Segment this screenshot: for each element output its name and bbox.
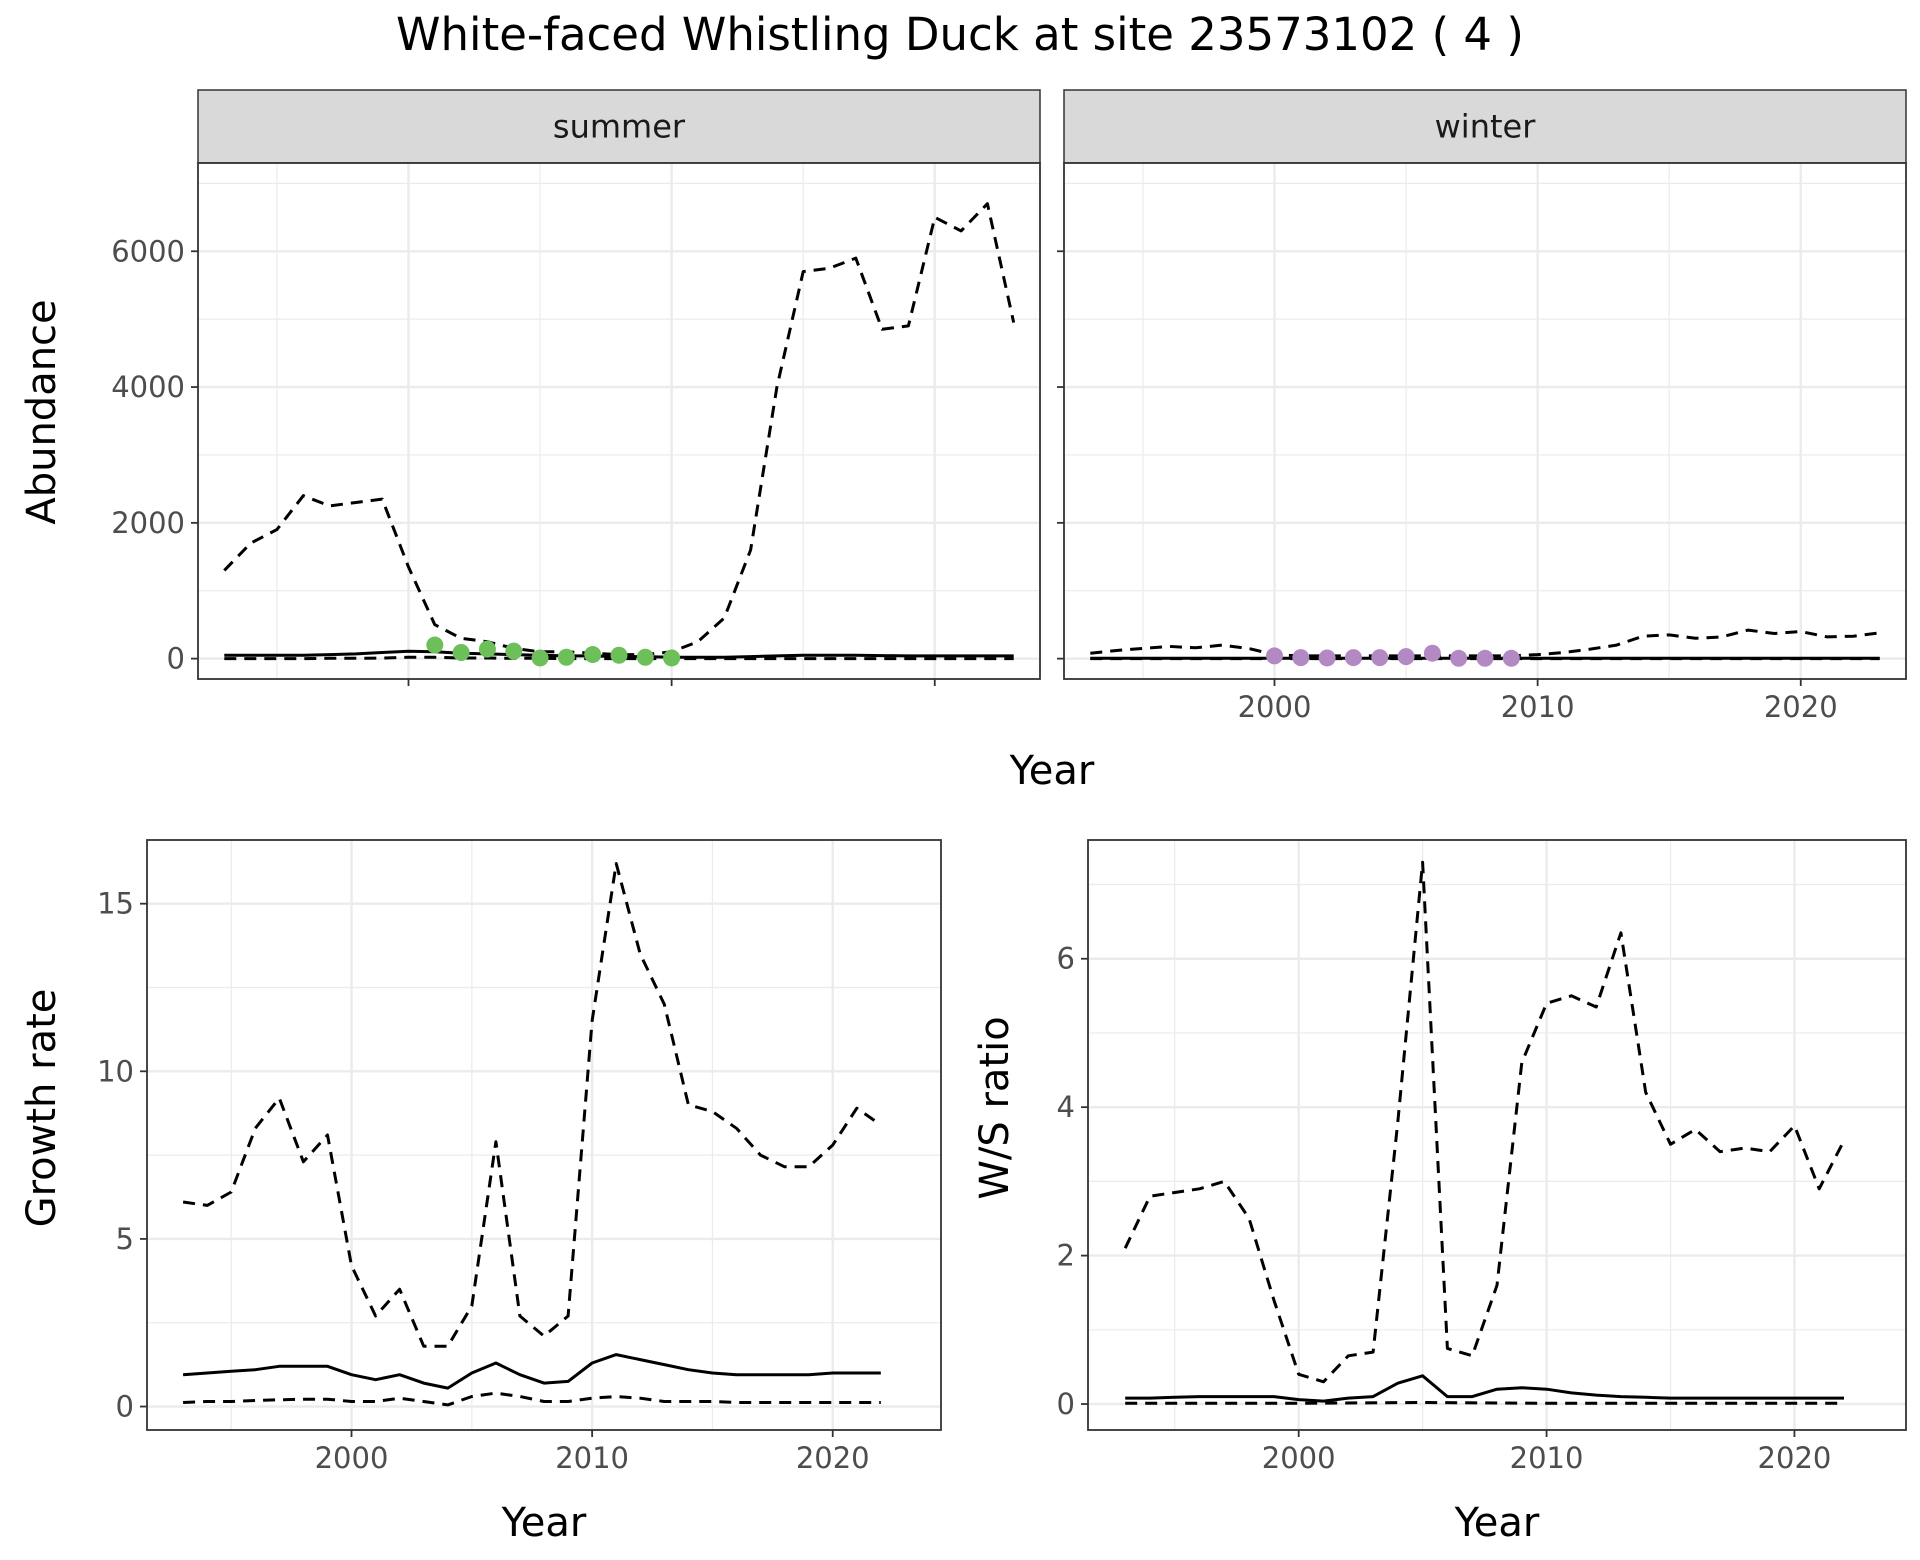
abundance-summer-y-tick-label: 2000: [111, 506, 185, 540]
growth-rate-y-tick-label: 0: [116, 1390, 134, 1424]
abundance-summer-data-point: [636, 648, 654, 666]
figure-title: White-faced Whistling Duck at site 23573…: [396, 8, 1524, 61]
abundance-summer-data-point: [557, 648, 575, 666]
ws-ratio-panel-border: [1087, 839, 1907, 1431]
ws-ratio-x-axis-title: Year: [1454, 1500, 1540, 1546]
abundance-winter-data-point: [1450, 649, 1468, 667]
abundance-winter-strip-label: winter: [1435, 108, 1537, 146]
abundance-summer-data-point: [505, 642, 523, 660]
abundance-winter-data-point: [1397, 648, 1415, 666]
abundance-winter-panel: winter 2000 2010 2020: [1057, 89, 1907, 724]
growth-rate-y-tick-label: 10: [97, 1054, 134, 1088]
abundance-winter-data-point: [1318, 649, 1336, 667]
abundance-winter-data-point: [1476, 649, 1494, 667]
abundance-summer-data-point: [584, 646, 602, 664]
ws-ratio-y-tick-label: 4: [1057, 1090, 1075, 1124]
growth-rate-y-tick-label: 5: [116, 1222, 134, 1256]
ws-ratio-x-tick-label: 2020: [1758, 1441, 1832, 1475]
abundance-winter-x-tick-label: 2000: [1238, 690, 1312, 724]
abundance-winter-data-point: [1344, 649, 1362, 667]
ws-ratio-y-tick-label: 2: [1057, 1239, 1075, 1273]
ws-ratio-x-tick-label: 2010: [1510, 1441, 1584, 1475]
abundance-summer-y-tick-label: 0: [167, 642, 185, 676]
abundance-winter-panel-border: [1063, 162, 1907, 680]
abundance-summer-data-point: [531, 649, 549, 667]
ws-ratio-series-line-dashed-2: [1125, 1401, 1844, 1405]
abundance-summer-data-point: [663, 649, 681, 667]
abundance-summer-panel-border: [197, 162, 1041, 680]
growth-rate-series-line-solid-0: [182, 1353, 881, 1390]
ws-ratio-x-tick-label: 2000: [1262, 1441, 1336, 1475]
growth-rate-x-tick-label: 2010: [555, 1441, 629, 1475]
abundance-summer-data-point: [478, 640, 496, 658]
abundance-summer-data-point: [426, 636, 444, 654]
abundance-summer-y-tick-label: 4000: [111, 370, 185, 404]
growth-rate-plot-area: [147, 840, 941, 1430]
abundance-y-axis-title: Abundance: [19, 299, 65, 524]
abundance-summer-data-point: [610, 646, 628, 664]
abundance-winter-data-point: [1502, 649, 1520, 667]
growth-rate-x-axis-title: Year: [501, 1500, 587, 1546]
abundance-winter-data-point: [1266, 647, 1283, 665]
abundance-winter-strip: [1063, 89, 1907, 164]
abundance-winter-plot-area: [1064, 163, 1906, 679]
abundance-winter-x-tick-label: 2020: [1764, 690, 1838, 724]
ws-ratio-series-line-dashed-1: [1123, 860, 1846, 1384]
abundance-winter-data-point: [1292, 649, 1310, 667]
abundance-summer-y-tick-label: 6000: [111, 234, 185, 268]
ws-ratio-y-axis-title: W/S ratio: [972, 1016, 1018, 1199]
growth-rate-panel: 2000 2010 2020 0 5 10 15: [97, 839, 942, 1475]
abundance-summer-data-point: [452, 644, 470, 662]
growth-rate-panel-border: [146, 839, 942, 1431]
abundance-summer-series-line-dashed-1: [223, 202, 1016, 657]
abundance-summer-series-line-dashed-2: [224, 655, 1014, 661]
ws-ratio-y-tick-label: 6: [1057, 942, 1075, 976]
growth-rate-series-line-dashed-2: [183, 1391, 881, 1407]
abundance-winter-x-tick-label: 2010: [1501, 690, 1575, 724]
growth-rate-x-tick-label: 2000: [315, 1441, 389, 1475]
abundance-winter-series-line-dashed-1: [1090, 628, 1880, 658]
abundance-summer-plot-area: [198, 163, 1040, 679]
growth-rate-y-axis-title: Growth rate: [19, 989, 65, 1228]
ws-ratio-series-line-solid-0: [1125, 1374, 1844, 1403]
ws-ratio-plot-area: [1088, 840, 1906, 1430]
growth-rate-series-line-dashed-1: [182, 862, 882, 1348]
ws-ratio-panel: 2000 2010 2020 0 2 4 6: [1057, 839, 1907, 1475]
growth-rate-x-tick-label: 2020: [796, 1441, 870, 1475]
abundance-summer-strip-label: summer: [553, 108, 686, 146]
abundance-winter-data-point: [1371, 649, 1389, 667]
abundance-x-axis-title: Year: [1009, 748, 1095, 794]
abundance-summer-panel: summer 0 2000 4000 6000: [111, 89, 1041, 686]
abundance-summer-strip: [197, 89, 1041, 164]
growth-rate-y-tick-label: 15: [97, 887, 134, 921]
abundance-winter-data-point: [1423, 644, 1441, 662]
ws-ratio-y-tick-label: 0: [1057, 1387, 1075, 1421]
